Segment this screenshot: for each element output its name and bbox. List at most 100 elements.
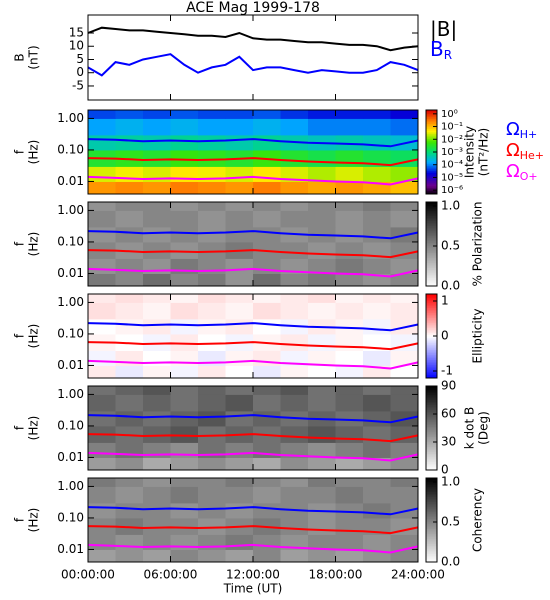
heatmap-cell — [363, 294, 391, 303]
gyrofrequency-line — [87, 506, 419, 516]
heatmap-cell — [225, 166, 254, 182]
colorbar-slice — [426, 494, 437, 497]
heatmap-cell — [198, 149, 226, 167]
x-tick-label: 12:00:00 — [226, 568, 280, 582]
colorbar-slice — [426, 409, 437, 412]
heatmap-cell — [88, 273, 116, 287]
heatmap-cell — [390, 478, 419, 487]
colorbar-slice — [426, 488, 437, 491]
colorbar-slice — [426, 538, 437, 541]
gyrofrequency-line — [87, 359, 419, 370]
y-axis-label: f — [13, 425, 27, 430]
colorbar-slice — [426, 123, 437, 126]
heatmap-cell — [143, 394, 171, 412]
colorbar-slice — [426, 319, 437, 322]
heatmap-cell — [335, 241, 364, 259]
heatmap-cell — [198, 502, 226, 519]
heatmap-cell — [390, 118, 419, 136]
heatmap-cell — [363, 241, 391, 259]
heatmap-cell — [253, 134, 281, 151]
y-tick-label: 0.01 — [57, 358, 84, 372]
colorbar-tick-label: 60 — [441, 407, 456, 421]
heatmap-cell — [143, 210, 171, 228]
heatmap-cell — [308, 549, 336, 563]
colorbar-slice — [426, 372, 437, 376]
heatmap-cell — [308, 294, 336, 303]
colorbar-slice — [426, 422, 437, 426]
y-tick-label: 0.10 — [57, 142, 84, 156]
colorbar-slice — [426, 282, 437, 285]
colorbar-slice — [426, 175, 437, 178]
heatmap-cell — [308, 350, 336, 366]
colorbar-slice — [426, 523, 437, 526]
y-tick-label: 0.10 — [57, 418, 84, 432]
heatmap-cell — [115, 302, 144, 320]
colorbar-slice — [426, 499, 437, 503]
heatmap-cell — [335, 386, 364, 395]
heatmap-cell — [335, 549, 364, 563]
y-tick-label: -5 — [72, 78, 84, 92]
heatmap-cell — [308, 166, 336, 182]
colorbar-label: % Polarization — [471, 202, 485, 287]
heatmap-cell — [308, 517, 336, 535]
heatmap-cell — [280, 457, 309, 471]
chart-title: ACE Mag 1999-178 — [186, 0, 320, 16]
y-axis-label: B — [13, 53, 27, 61]
heatmap-cell — [170, 425, 199, 443]
colorbar-slice — [426, 182, 437, 185]
heatmap-cell — [170, 410, 199, 427]
colorbar-tick-label: 0.0 — [441, 555, 460, 569]
heatmap-cell — [363, 478, 391, 487]
y-tick-label: 0.10 — [57, 326, 84, 340]
colorbar-slice — [426, 412, 437, 416]
heatmap-cell — [143, 134, 171, 151]
heatmap-cell — [335, 502, 364, 519]
heatmap-cell — [143, 478, 171, 487]
heatmap-cell — [335, 226, 364, 243]
heatmap-cell — [363, 517, 391, 535]
colorbar-slice — [426, 237, 437, 240]
colorbar-slice — [426, 128, 437, 131]
heatmap-cell — [363, 318, 391, 335]
heatmap-cell — [335, 302, 364, 320]
heatmap-cell — [143, 181, 171, 195]
heatmap-cell — [253, 202, 281, 211]
colorbar-slice — [426, 152, 437, 155]
colorbar-slice — [426, 511, 437, 514]
heatmap-cell — [115, 210, 144, 228]
colorbar-slice — [426, 428, 437, 431]
heatmap-cell — [308, 442, 336, 458]
heatmap-cell — [225, 302, 254, 320]
heatmap-cell — [308, 258, 336, 274]
heatmap-cell — [170, 294, 199, 303]
colorbar-slice — [426, 555, 437, 558]
colorbar-slice — [426, 188, 437, 192]
colorbar-slice — [426, 205, 437, 208]
colorbar-slice — [426, 125, 437, 128]
colorbar-slice — [426, 185, 437, 188]
heatmap-cell — [390, 258, 419, 274]
heatmap-cell — [280, 273, 309, 287]
heatmap-cell — [280, 478, 309, 487]
colorbar-slice — [426, 212, 437, 215]
heatmap-cell — [308, 394, 336, 412]
heatmap-cell — [115, 226, 144, 243]
heatmap-cell — [198, 517, 226, 535]
heatmap-cell — [115, 134, 144, 151]
gyrofrequency-line — [87, 414, 419, 424]
heatmap-cell — [225, 202, 254, 211]
heatmap-cell — [390, 110, 419, 119]
colorbar-tick-label: 10⁻⁴ — [441, 160, 463, 171]
heatmap-cell — [363, 386, 391, 395]
colorbar-slice — [426, 556, 437, 560]
gyrofrequency-line — [87, 341, 419, 351]
gyrofrequency-line — [87, 230, 419, 240]
heatmap-cell — [335, 425, 364, 443]
colorbar-slice — [426, 396, 437, 399]
colorbar-slice — [426, 426, 437, 429]
colorbar-slice — [426, 387, 437, 390]
heatmap-cell — [225, 350, 254, 366]
heatmap-cell — [225, 534, 254, 550]
heatmap-cell — [335, 134, 364, 151]
heatmap-cell — [253, 478, 281, 487]
